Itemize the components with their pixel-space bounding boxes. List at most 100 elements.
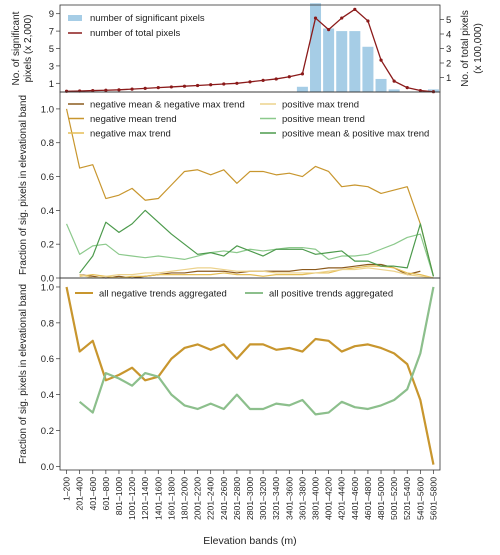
point-total-18 [301,72,304,75]
x-tick-label-10: 2001–2200 [193,477,203,520]
x-tick-label-23: 4601–4800 [363,477,373,520]
point-total-15 [262,79,265,82]
line-bottom-1 [80,287,434,414]
point-total-23 [366,19,369,22]
bar-significant-20 [323,28,334,92]
point-total-3 [104,89,107,92]
x-tick-label-6: 1201–1400 [140,477,150,520]
top-y2label-line2: (x 100,000) [473,23,484,74]
point-total-19 [314,16,317,19]
top-left-axis-label-1: 3 [49,61,54,72]
top-left-axis-label-2: 5 [49,44,54,55]
legend-label-bottom-0: all negative trends aggregated [99,289,227,300]
point-total-16 [275,77,278,80]
point-total-17 [288,75,291,78]
top-right-axis-label-4: 5 [446,15,451,26]
bar-significant-24 [376,79,387,92]
x-tick-label-17: 3401–3600 [284,477,294,520]
line-middle-5 [80,210,434,276]
legend-label-middle-4: positive mean trend [282,114,365,125]
x-axis-label: Elevation bands (m) [203,535,296,547]
bar-significant-21 [336,31,347,92]
line-bottom-0 [67,287,434,465]
point-total-20 [327,28,330,31]
legend-label-bottom-1: all positive trends aggregated [269,289,393,300]
x-tick-label-3: 601–800 [101,477,111,511]
point-total-21 [340,16,343,19]
bar-significant-22 [349,31,360,92]
top-left-axis-label-0: 1 [49,79,54,90]
point-total-8 [170,85,173,88]
middle-axis-label-3: 0.6 [41,172,54,183]
x-tick-label-14: 2801–3000 [245,477,255,520]
middle-ylabel-group: Fraction of sig. pixels in elevational b… [18,95,29,275]
point-total-11 [209,83,212,86]
x-tick-label-9: 1801–2000 [179,477,189,520]
top-y2label-group: No. of total pixels(x 100,000) [460,10,484,87]
middle-axis-label-4: 0.8 [41,138,54,149]
x-tick-label-16: 3201–3400 [271,477,281,520]
x-tick-label-1: 201–400 [75,477,85,511]
point-total-25 [393,80,396,83]
middle-ylabel: Fraction of sig. pixels in elevational b… [18,95,29,275]
x-tick-label-4: 801–1000 [114,477,124,515]
bar-significant-23 [362,47,373,92]
top-right-axis-label-2: 3 [446,44,451,55]
x-tick-label-8: 1601–1800 [166,477,176,520]
top-y2label-line1: No. of total pixels [460,10,471,87]
line-middle-4 [67,224,434,276]
x-tick-label-22: 4401–4600 [350,477,360,520]
x-tick-label-5: 1001–1200 [127,477,137,520]
top-right-axis-label-1: 2 [446,59,451,70]
x-tick-label-21: 4201–4400 [337,477,347,520]
point-total-10 [196,84,199,87]
point-total-13 [235,82,238,85]
middle-axis-label-1: 0.2 [41,240,54,251]
x-tick-label-18: 3601–3800 [297,477,307,520]
top-left-axis-label-4: 9 [49,9,54,20]
x-tick-label-25: 5001–5200 [389,477,399,520]
x-tick-label-12: 2401–2600 [219,477,229,520]
bottom-ylabel: Fraction of sig. pixels in elevational b… [18,284,29,464]
legend-label-middle-0: negative mean & negative max trend [90,100,245,111]
point-total-12 [222,82,225,85]
point-total-9 [183,85,186,88]
bottom-axis-label-0: 0.0 [41,462,54,473]
bottom-axis-label-3: 0.6 [41,354,54,365]
legend-label-middle-3: positive max trend [282,100,359,111]
top-left-axis-label-3: 7 [49,27,54,38]
point-total-22 [353,8,356,11]
legend-label-middle-2: negative max trend [90,129,171,140]
top-right-axis-label-0: 1 [446,73,451,84]
x-tick-label-28: 5601–5800 [428,477,438,520]
bottom-axis-label-2: 0.4 [41,390,54,401]
x-tick-label-2: 401–600 [88,477,98,511]
x-tick-label-27: 5401–5600 [415,477,425,520]
legend-label-middle-5: positive mean & positive max trend [282,129,429,140]
line-middle-2 [80,266,434,278]
point-total-5 [130,88,133,91]
top-ylabel-line1: No. of significant [11,11,22,85]
x-tick-label-19: 3801–4000 [311,477,321,520]
bottom-axis-label-1: 0.2 [41,426,54,437]
x-tick-label-11: 2201–2400 [206,477,216,520]
x-tick-label-24: 4801–5000 [376,477,386,520]
bottom-axis-label-4: 0.8 [41,318,54,329]
legend-label-total: number of total pixels [90,28,181,39]
middle-axis-label-2: 0.4 [41,206,54,217]
x-tick-label-7: 1401–1600 [153,477,163,520]
bottom-panel-frame [60,278,440,470]
middle-axis-label-5: 1.0 [41,104,54,115]
x-tick-label-26: 5201–5400 [402,477,412,520]
bottom-ylabel-group: Fraction of sig. pixels in elevational b… [18,284,29,464]
point-total-6 [144,87,147,90]
top-ylabel-line2: pixels (x 2,000) [23,15,34,83]
x-tick-label-20: 4001–4200 [324,477,334,520]
point-total-7 [157,86,160,89]
point-total-24 [379,59,382,62]
top-right-axis-label-3: 4 [446,30,451,41]
bottom-axis-label-5: 1.0 [41,282,54,293]
